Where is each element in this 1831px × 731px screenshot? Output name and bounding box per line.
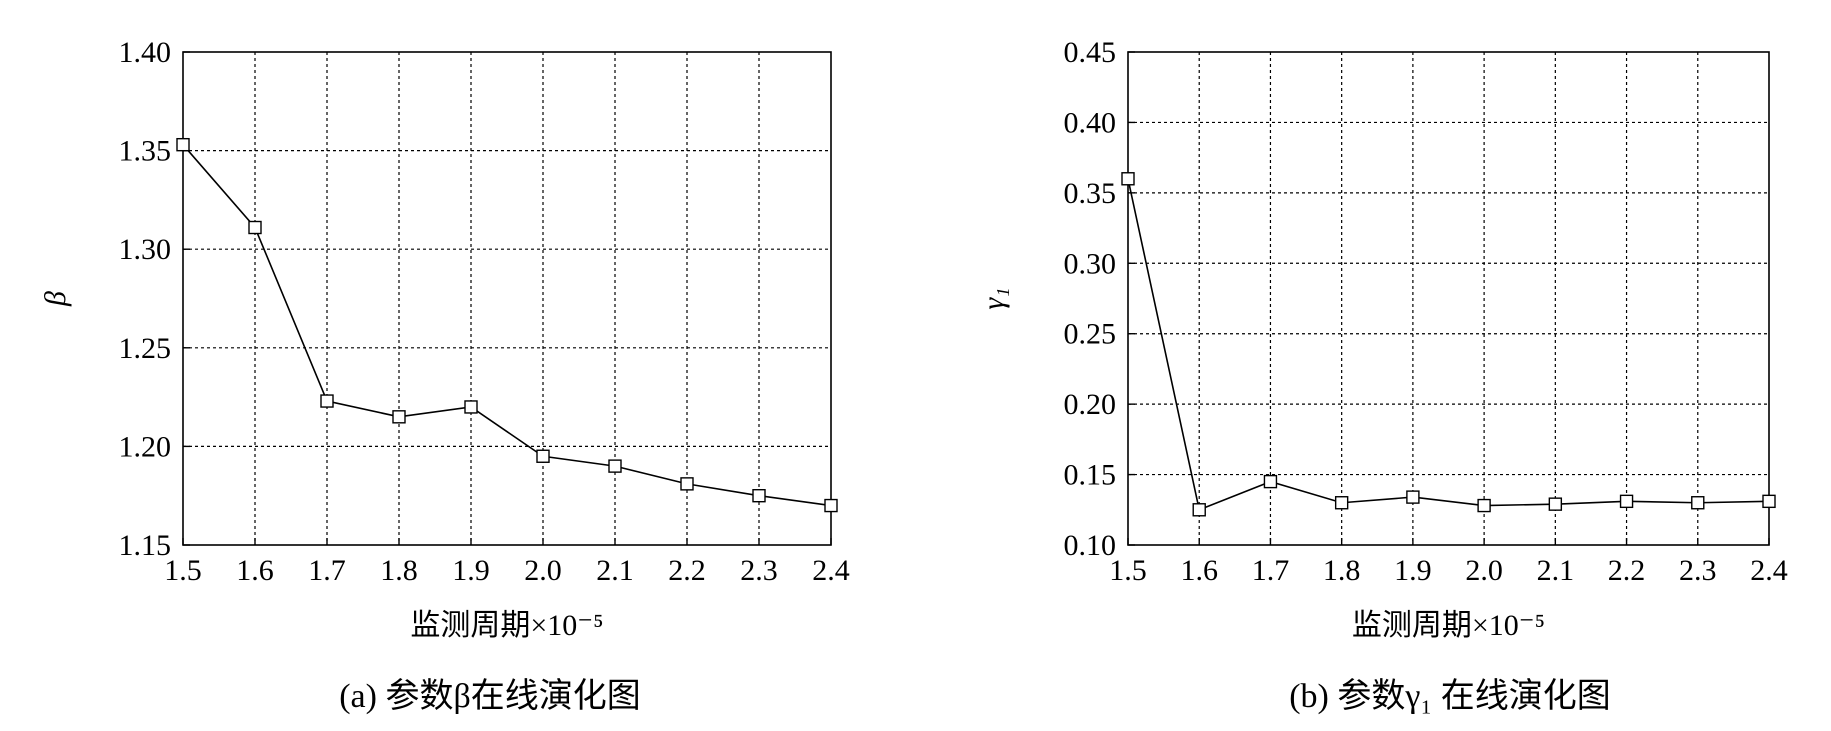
panel-caption: (a) 参数β在线演化图 [339, 677, 641, 715]
x-tick-label: 1.7 [308, 554, 346, 587]
y-tick-label: 1.35 [119, 135, 172, 168]
data-point [1691, 496, 1705, 510]
data-point [1477, 498, 1491, 513]
y-tick-label: 0.20 [1064, 388, 1117, 421]
x-tick-label: 1.8 [1323, 554, 1361, 587]
x-tick-label: 2.1 [1537, 554, 1575, 587]
x-tick-label: 2.4 [812, 554, 850, 587]
data-point [680, 477, 694, 491]
x-tick-label: 2.0 [524, 554, 562, 587]
data-point [1762, 494, 1776, 509]
data-point [248, 220, 262, 235]
data-point [752, 489, 766, 503]
y-tick-label: 1.15 [119, 529, 172, 562]
series-line [1127, 178, 1770, 511]
data-point [1263, 474, 1278, 489]
data-point [320, 394, 334, 408]
x-tick-label: 2.2 [668, 554, 706, 587]
x-tick-label: 1.7 [1252, 554, 1290, 587]
grid [183, 52, 831, 545]
data-point [464, 400, 478, 414]
x-tick-label: 1.8 [380, 554, 418, 587]
data-point [1619, 494, 1634, 509]
y-tick-label: 0.25 [1064, 318, 1117, 351]
x-tick-label: 2.0 [1465, 554, 1503, 587]
data-point [1334, 496, 1349, 510]
panel-caption: (b) 参数γ₁ 在线演化图 [1289, 677, 1611, 715]
x-tick-label: 1.9 [452, 554, 490, 587]
data-point [824, 498, 838, 513]
x-tick-label: 1.5 [1109, 554, 1147, 587]
plot-frame [1127, 51, 1770, 546]
y-tick-label: 0.40 [1064, 106, 1117, 139]
data-point [1406, 490, 1420, 504]
y-tick-label: 0.10 [1064, 529, 1117, 562]
y-tick-label: 0.15 [1064, 459, 1117, 492]
data-point [536, 449, 550, 463]
data-point [608, 459, 622, 473]
y-axis-label: γ₁ [977, 287, 1010, 309]
grid [1128, 52, 1769, 545]
x-tick-label: 2.2 [1608, 554, 1646, 587]
x-tick-label: 2.3 [740, 554, 778, 587]
data-point [176, 137, 190, 152]
series-line [182, 144, 832, 507]
x-axis-label: 监测周期×10⁻⁵ [410, 609, 603, 642]
y-tick-label: 1.30 [119, 233, 172, 266]
y-axis-label: β [39, 291, 72, 307]
x-tick-label: 2.1 [596, 554, 634, 587]
data-point [1192, 503, 1206, 517]
x-tick-label: 2.3 [1679, 554, 1717, 587]
x-tick-label: 1.6 [236, 554, 274, 587]
chart-panel-beta: 1.5 1.6 1.7 1.8 1.9 2.0 2.1 2.2 2.3 2.4 1.15 1.20 1.… [39, 36, 850, 715]
plot-frame [182, 51, 832, 546]
y-tick-label: 0.45 [1064, 36, 1117, 69]
y-tick-label: 0.30 [1064, 247, 1117, 280]
data-point [392, 410, 406, 424]
y-tick-label: 1.40 [119, 36, 172, 69]
y-tick-label: 1.25 [119, 332, 172, 365]
x-tick-label: 2.4 [1750, 554, 1788, 587]
x-axis-label: 监测周期×10⁻⁵ [1352, 609, 1545, 642]
y-tick-label: 1.20 [119, 430, 172, 463]
x-tick-label: 1.9 [1394, 554, 1432, 587]
x-tick-label: 1.6 [1180, 554, 1218, 587]
data-point [1121, 172, 1135, 186]
chart-panel-gamma1: 1.5 1.6 1.7 1.8 1.9 2.0 2.1 2.2 2.3 2.4 0.10 0.15 0.… [977, 36, 1788, 715]
data-point [1548, 497, 1563, 511]
x-tick-label: 1.5 [164, 554, 202, 587]
y-tick-label: 0.35 [1064, 177, 1117, 210]
